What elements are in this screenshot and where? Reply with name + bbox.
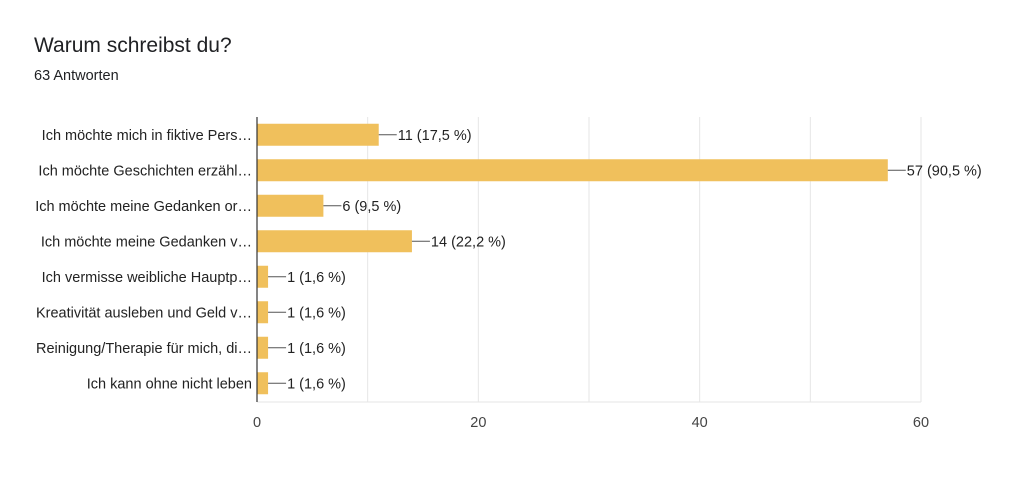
x-tick-label: 0 — [253, 415, 261, 431]
data-label: 1 (1,6 %) — [287, 376, 346, 392]
bar — [257, 301, 269, 324]
data-label: 57 (90,5 %) — [907, 163, 982, 179]
category-label: Ich möchte meine Gedanken v… — [41, 234, 252, 250]
bar — [257, 194, 324, 217]
bar — [257, 159, 888, 182]
bar — [257, 230, 412, 253]
category-label: Kreativität ausleben und Geld v… — [36, 305, 252, 321]
category-label: Ich möchte meine Gedanken or… — [35, 199, 252, 215]
x-tick-label: 40 — [692, 415, 708, 431]
bar — [257, 372, 269, 395]
response-count: 63 Antworten — [34, 68, 119, 84]
category-label: Ich möchte mich in fiktive Pers… — [42, 128, 252, 144]
bar — [257, 123, 379, 146]
category-label: Reinigung/Therapie für mich, di… — [36, 341, 252, 357]
data-label: 11 (17,5 %) — [398, 128, 472, 144]
category-label: Ich vermisse weibliche Hauptp… — [42, 270, 252, 286]
data-label: 1 (1,6 %) — [287, 341, 346, 357]
chart-title: Warum schreibst du? — [34, 34, 232, 57]
data-label: 1 (1,6 %) — [287, 305, 346, 321]
data-label: 1 (1,6 %) — [287, 270, 346, 286]
x-tick-label: 60 — [913, 415, 929, 431]
bar — [257, 336, 269, 359]
data-label: 6 (9,5 %) — [342, 199, 401, 215]
category-label: Ich kann ohne nicht leben — [87, 376, 252, 392]
data-label: 14 (22,2 %) — [431, 234, 506, 250]
bar — [257, 265, 269, 288]
x-tick-label: 20 — [470, 415, 486, 431]
category-label: Ich möchte Geschichten erzähl… — [38, 163, 252, 179]
